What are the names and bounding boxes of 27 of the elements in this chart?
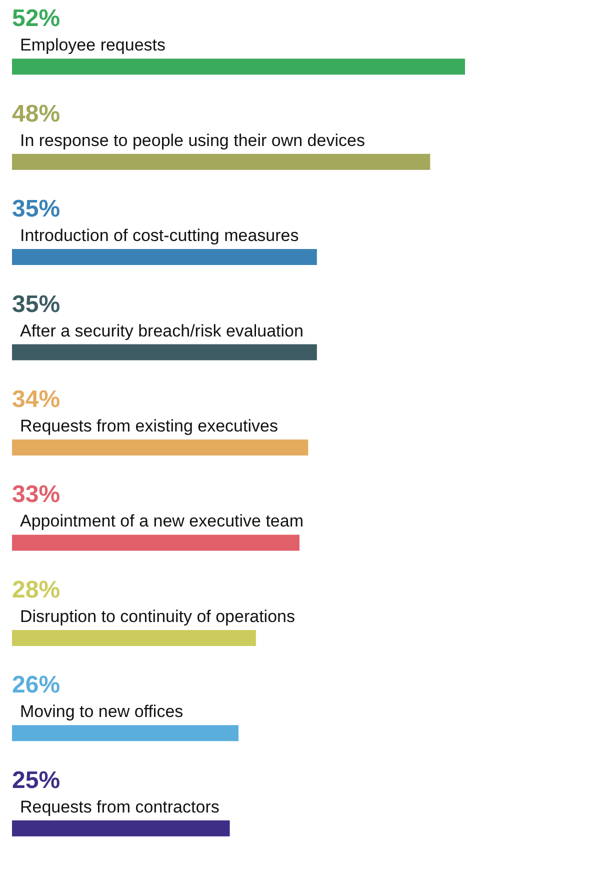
data-label: 35% — [12, 290, 60, 318]
y-tick-label: Moving to new offices — [20, 702, 184, 722]
y-tick-label: Employee requests — [20, 36, 166, 55]
data-label: 52% — [12, 5, 60, 32]
bar — [12, 58, 465, 75]
bar — [12, 154, 430, 170]
bar — [12, 630, 256, 646]
y-tick-label: After a security breach/risk evaluation — [20, 321, 304, 340]
y-tick-label: In response to people using their own devices — [20, 130, 365, 150]
data-label: 35% — [12, 196, 60, 223]
y-tick-label: Appointment of a new executive team — [20, 512, 304, 531]
bar — [12, 249, 317, 266]
data-label: 34% — [12, 386, 60, 413]
data-label: 25% — [12, 766, 60, 794]
bar — [12, 344, 317, 360]
bar — [12, 440, 308, 456]
data-label: 33% — [12, 481, 60, 508]
data-label: 26% — [12, 672, 60, 699]
bar — [12, 534, 300, 551]
data-label: 28% — [12, 576, 60, 604]
bar — [12, 725, 238, 742]
y-tick-label: Disruption to continuity of operations — [20, 606, 295, 626]
bar — [12, 820, 230, 836]
y-tick-label: Introduction of cost-cutting measures — [20, 226, 299, 246]
y-tick-label: Requests from contractors — [20, 797, 220, 816]
data-label: 48% — [12, 100, 60, 128]
y-tick-label: Requests from existing executives — [20, 416, 278, 436]
